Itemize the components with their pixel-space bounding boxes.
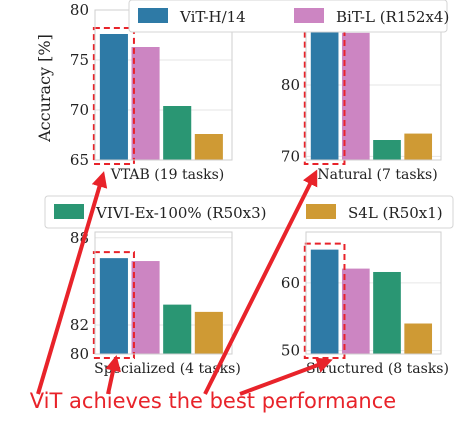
bar <box>194 311 223 354</box>
bar <box>131 47 160 160</box>
panel-title: Natural (7 tasks) <box>317 167 437 183</box>
y-tick-label: 60 <box>281 274 300 292</box>
y-tick-label: 80 <box>281 76 300 94</box>
annotation-arrow <box>36 171 108 395</box>
chart-panel: 70 80 Natural (7 tasks) <box>281 9 442 183</box>
panel-frame <box>305 231 442 355</box>
bar <box>373 140 401 160</box>
bar <box>310 249 339 354</box>
y-tick-label: 75 <box>70 51 89 69</box>
legend-label: ViT-H/14 <box>179 8 246 26</box>
legend-label: VIVI-Ex-100% (R50x3) <box>95 204 267 222</box>
legend-box <box>128 0 448 33</box>
y-tick-label: 82 <box>70 316 89 334</box>
legend-swatch <box>138 8 168 23</box>
legend-swatch <box>54 204 84 219</box>
chart-panel: 65 70 75 80 VTAB (19 tasks) <box>70 1 233 183</box>
panels-layer: 65 70 75 80 VTAB (19 tasks) 70 80 Natural (7 ta… <box>70 1 449 377</box>
panel-title: Structured (8 tasks) <box>306 361 449 377</box>
annotation-arrow <box>105 354 121 395</box>
bar <box>404 323 433 354</box>
y-tick-label: 65 <box>70 151 89 169</box>
legend-swatch <box>294 8 324 23</box>
bar <box>310 25 339 161</box>
bar <box>99 34 128 160</box>
legend-label: BiT-L (R152x4) <box>336 8 449 26</box>
annotation-arrows <box>36 169 333 396</box>
bar <box>341 32 370 160</box>
bar <box>99 258 128 354</box>
bar <box>341 268 370 354</box>
y-tick-label: 80 <box>70 345 89 363</box>
legend-label: S4L (R50x1) <box>348 204 443 222</box>
y-tick-label: 50 <box>281 342 300 360</box>
caption-text: ViT achieves the best performance <box>30 389 396 413</box>
bar <box>163 106 192 160</box>
y-tick-label: 70 <box>70 101 89 119</box>
y-axis-label: Accuracy [%] <box>35 34 54 143</box>
highlight-box <box>92 27 135 165</box>
y-tick-label: 70 <box>281 147 300 165</box>
panel-title: Specialized (4 tasks) <box>94 361 241 377</box>
y-tick-label: 80 <box>70 1 89 19</box>
annotation-arrow <box>239 357 333 396</box>
chart-panel: 50 60 Structured (8 tasks) <box>281 231 449 377</box>
bar <box>194 134 223 160</box>
bar <box>373 271 401 354</box>
panel-frame <box>94 231 233 355</box>
legend-swatch <box>306 204 336 219</box>
bar <box>131 261 160 354</box>
panel-title: VTAB (19 tasks) <box>110 167 225 183</box>
bar <box>163 304 192 354</box>
legend-layer: ViT-H/14 BiT-L (R152x4) VIVI-Ex-100% (R50x… <box>44 0 454 229</box>
annotation-arrow <box>203 169 318 395</box>
bar <box>404 133 433 160</box>
legend-box <box>44 195 454 229</box>
highlight-box <box>303 18 346 166</box>
